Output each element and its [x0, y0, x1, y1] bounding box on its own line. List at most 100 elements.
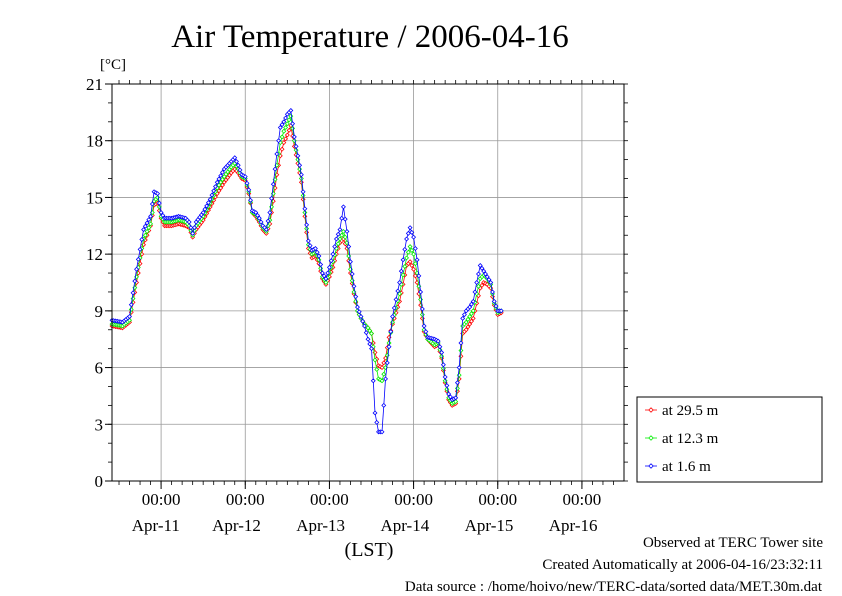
series-point — [381, 360, 387, 366]
series-point — [335, 241, 341, 247]
series-point — [130, 290, 136, 296]
series-point — [439, 349, 445, 355]
series-point — [467, 321, 473, 327]
series-point — [248, 197, 253, 203]
chart-title: Air Temperature / 2006-04-16 — [171, 19, 569, 55]
series-point — [284, 121, 290, 127]
series-point — [279, 134, 285, 140]
series-point — [220, 182, 225, 188]
series-point — [281, 140, 287, 146]
legend-label: at 29.5 m — [662, 403, 719, 419]
series-point — [330, 251, 336, 257]
series-point — [216, 188, 222, 194]
series-point — [390, 314, 396, 319]
series-2 — [109, 113, 504, 406]
series-point — [288, 108, 294, 113]
series-point — [155, 194, 161, 200]
series-point — [342, 216, 348, 222]
series-point — [409, 247, 415, 253]
series-point — [305, 238, 311, 244]
series-point — [379, 365, 385, 371]
series-point — [148, 213, 154, 219]
series-point — [402, 246, 408, 252]
series-point — [321, 273, 327, 279]
series-point — [349, 271, 355, 277]
series-point — [146, 225, 152, 231]
series-point — [312, 246, 318, 251]
series-point — [454, 385, 460, 391]
y-tick-label: 18 — [86, 132, 103, 151]
series-point — [314, 249, 320, 255]
series-point — [319, 270, 325, 276]
series-point — [474, 280, 480, 285]
series-point — [325, 270, 331, 276]
series-point — [460, 315, 466, 321]
series-point — [384, 360, 390, 366]
series-point — [202, 206, 208, 212]
series-point — [458, 340, 464, 346]
series-point — [340, 204, 346, 210]
series-point — [372, 357, 378, 363]
series-point — [405, 230, 411, 236]
series-point — [191, 225, 197, 231]
series-point — [463, 327, 469, 333]
series-point — [369, 331, 374, 337]
series-point — [453, 399, 459, 405]
series-point — [435, 338, 441, 344]
series-point — [498, 308, 504, 314]
series-point — [216, 176, 222, 182]
series-point — [340, 228, 346, 234]
series-point — [372, 410, 378, 416]
series-point — [142, 232, 148, 238]
series-point — [281, 119, 287, 125]
series-point — [234, 159, 239, 164]
series-point — [446, 391, 452, 397]
series-point — [337, 236, 343, 242]
x-date-label: Apr-14 — [380, 516, 429, 535]
series-point — [191, 228, 197, 233]
series-point — [481, 268, 487, 274]
series-point — [205, 200, 211, 206]
series-point — [293, 143, 299, 149]
series-point — [356, 309, 362, 315]
series-point — [414, 257, 420, 263]
x-time-label: 00:00 — [394, 490, 433, 509]
series-point — [344, 228, 350, 234]
series-point — [232, 155, 238, 161]
series-point — [284, 132, 290, 138]
series-point — [318, 262, 324, 268]
series-point — [442, 374, 448, 380]
series-point — [137, 246, 143, 252]
series-point — [362, 323, 367, 329]
series-point — [386, 344, 392, 350]
series-point — [465, 316, 471, 322]
series-point — [476, 271, 481, 277]
series-point — [404, 236, 410, 242]
series-point — [493, 303, 499, 309]
series-point — [158, 210, 164, 216]
series-point — [416, 273, 422, 279]
series-point — [214, 179, 220, 185]
series-point — [402, 263, 408, 269]
series-point — [360, 318, 366, 324]
series-point — [291, 134, 297, 140]
series-point — [412, 273, 418, 279]
series-point — [304, 222, 310, 228]
series-point — [216, 182, 222, 188]
series-point — [468, 301, 474, 307]
y-tick-label: 21 — [86, 75, 103, 94]
y-tick-label: 15 — [86, 188, 103, 207]
series-point — [281, 128, 287, 134]
series-point — [488, 280, 494, 285]
series-point — [411, 234, 417, 240]
series-point — [370, 378, 376, 384]
series-point — [288, 113, 294, 119]
series-point — [456, 365, 462, 371]
series-point — [283, 125, 289, 130]
series-point — [302, 206, 308, 212]
series-point — [367, 341, 373, 347]
series-point — [490, 289, 495, 295]
series-point — [255, 212, 260, 218]
series-point — [365, 336, 371, 342]
series-point — [484, 274, 490, 280]
